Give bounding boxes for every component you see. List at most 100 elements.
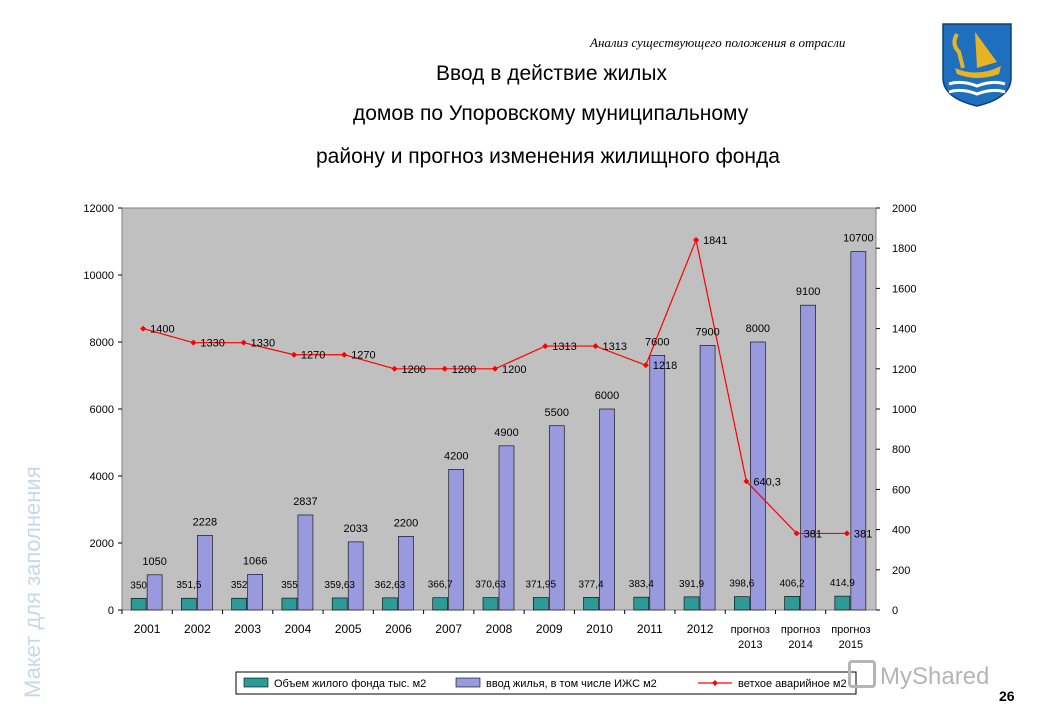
bar-housing-input-label: 7600 xyxy=(645,336,669,348)
line-dilapidated-label: 1841 xyxy=(703,235,727,247)
bar-housing-input-label: 4900 xyxy=(494,427,518,439)
line-dilapidated-label: 1330 xyxy=(251,338,275,350)
bar-housing-stock xyxy=(130,597,147,611)
legend-swatch-housing-stock xyxy=(243,677,269,688)
bar-housing-input-label: 8000 xyxy=(746,323,770,335)
bar-housing-stock-label: 391,9 xyxy=(679,579,704,590)
bar-housing-input-label: 5500 xyxy=(545,407,569,419)
bar-housing-stock xyxy=(482,597,499,611)
bar-housing-stock xyxy=(181,597,197,611)
bar-housing-input xyxy=(247,573,263,611)
bar-housing-input xyxy=(197,535,213,611)
line-dilapidated-point xyxy=(190,339,197,346)
line-dilapidated-label: 640,3 xyxy=(753,476,781,488)
bar-housing-input-label: 6000 xyxy=(595,390,619,402)
line-dilapidated-point xyxy=(542,343,549,350)
bar-housing-input xyxy=(800,304,816,611)
right-axis-tick-label: 2000 xyxy=(892,203,916,215)
x-axis-tick-label: 2009 xyxy=(536,622,563,636)
x-axis-tick-label: 2007 xyxy=(435,622,462,636)
line-dilapidated-label: 1313 xyxy=(552,341,576,353)
bar-housing-input xyxy=(699,345,716,611)
line-dilapidated-label: 1270 xyxy=(301,350,325,362)
line-dilapidated-label: 381 xyxy=(804,528,822,540)
bar-housing-stock-label: 371,95 xyxy=(525,580,556,591)
bar-housing-stock xyxy=(834,595,851,611)
bar-housing-input xyxy=(649,355,666,611)
coat-of-arms-icon xyxy=(942,23,1012,107)
line-dilapidated-point xyxy=(341,351,348,358)
legend-swatch-housing-input xyxy=(455,677,481,688)
bar-housing-stock xyxy=(683,596,700,611)
bar-housing-input-label: 4200 xyxy=(444,450,468,462)
x-axis-tick-label: прогноз 2013 xyxy=(731,624,770,651)
legend-marker-dilapidated xyxy=(712,680,718,686)
x-axis-tick-label: 2002 xyxy=(184,622,211,636)
legend-box xyxy=(235,671,857,695)
bar-housing-stock-label: 355 xyxy=(281,580,298,591)
x-axis-tick-label: 2005 xyxy=(335,622,362,636)
page-title-line-2: домов по Упоровскому муниципальному xyxy=(353,102,749,125)
bar-housing-stock-label: 362,63 xyxy=(375,580,406,591)
myshared-logo: MyShared xyxy=(848,660,989,691)
bar-housing-input-label: 1050 xyxy=(142,556,166,568)
bar-housing-input xyxy=(448,468,465,611)
bar-housing-input-label: 2837 xyxy=(293,496,317,508)
bar-housing-stock-label: 383,4 xyxy=(629,579,654,590)
right-axis-tick-label: 600 xyxy=(892,484,910,496)
logo-text: MyShared xyxy=(880,663,990,690)
line-dilapidated-label: 1200 xyxy=(502,364,526,376)
legend-label-housing-input: ввод жилья, в том числе ИЖС м2 xyxy=(486,678,657,690)
bar-housing-stock-label: 350 xyxy=(130,580,147,591)
right-axis-tick-label: 1000 xyxy=(892,404,916,416)
line-dilapidated-point xyxy=(290,351,297,358)
legend-label-housing-stock: Объем жилого фонда тыс. м2 xyxy=(274,678,426,690)
bar-housing-stock-label: 359,63 xyxy=(324,580,355,591)
bar-housing-input-label: 2200 xyxy=(394,517,418,529)
line-dilapidated-point xyxy=(140,325,147,332)
bar-housing-input-label: 2228 xyxy=(193,516,217,528)
line-dilapidated-point xyxy=(492,365,498,372)
bar-housing-input xyxy=(850,251,867,611)
bar-housing-stock-label: 406,2 xyxy=(780,578,805,589)
legend-label-dilapidated: ветхое аварийное м2 xyxy=(738,678,847,690)
logo-box-icon xyxy=(848,660,876,688)
page-number: 26 xyxy=(999,688,1015,704)
bar-housing-input xyxy=(146,574,163,611)
bar-housing-input xyxy=(398,535,414,611)
bar-housing-stock-label: 370,63 xyxy=(475,580,506,591)
x-axis-tick-label: 2010 xyxy=(586,622,613,636)
page-title-line-1: Ввод в действие жилых xyxy=(436,62,668,85)
bar-housing-input xyxy=(297,514,314,611)
right-axis-tick-label: 200 xyxy=(892,565,910,577)
bar-housing-stock xyxy=(331,597,348,611)
bar-housing-stock-label: 351,5 xyxy=(176,580,201,591)
bar-housing-stock xyxy=(432,597,449,611)
bar-housing-input xyxy=(498,445,515,611)
right-axis-tick-label: 1400 xyxy=(892,324,916,336)
bar-housing-input-label: 9100 xyxy=(796,286,820,298)
right-axis-tick-label: 0 xyxy=(892,605,898,617)
line-dilapidated-point xyxy=(592,343,599,350)
bar-housing-stock-label: 398,6 xyxy=(729,579,754,590)
right-axis-tick-label: 1600 xyxy=(892,283,916,295)
bar-housing-input xyxy=(347,541,364,611)
line-dilapidated-label: 1330 xyxy=(200,338,224,350)
line-dilapidated-point xyxy=(642,362,649,369)
line-dilapidated-point xyxy=(391,365,398,372)
bar-housing-input-label: 1066 xyxy=(243,555,267,567)
x-axis-tick-label: 2011 xyxy=(637,622,663,636)
right-axis-tick-label: 400 xyxy=(892,525,910,537)
right-axis-tick-label: 800 xyxy=(892,444,910,456)
left-axis-tick-label: 6000 xyxy=(90,404,114,416)
line-dilapidated-point xyxy=(743,478,750,485)
line-dilapidated-label: 381 xyxy=(854,528,872,540)
bar-housing-stock xyxy=(382,597,398,611)
line-dilapidated-point xyxy=(693,236,700,243)
left-axis-tick-label: 8000 xyxy=(90,337,114,349)
x-axis-tick-label: 2012 xyxy=(687,622,714,636)
line-dilapidated-label: 1218 xyxy=(653,360,677,372)
x-axis-tick-label: 2001 xyxy=(134,622,161,636)
left-axis-tick-label: 4000 xyxy=(90,471,114,483)
